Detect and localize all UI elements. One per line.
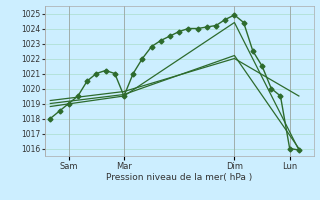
X-axis label: Pression niveau de la mer( hPa ): Pression niveau de la mer( hPa ) — [106, 173, 252, 182]
